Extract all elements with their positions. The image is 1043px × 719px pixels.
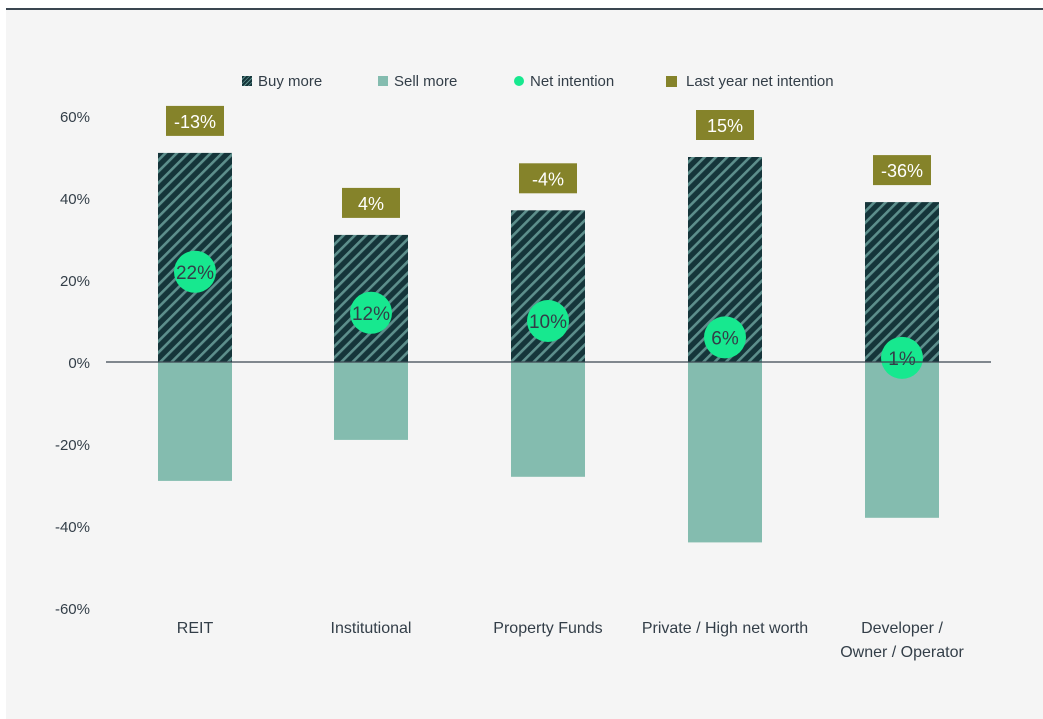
bar-sell-more [511,362,585,477]
x-tick-label: Institutional [331,620,412,637]
y-tick-label: -40% [55,519,90,536]
x-tick-label: Private / High net worth [642,620,808,637]
last-year-marker [342,187,400,218]
y-tick-label: 20% [60,273,90,290]
last-year-marker [873,155,931,186]
legend-buy-more: Buy more [242,72,322,90]
x-tick-label: Owner / Operator [840,644,964,661]
bar-sell-more [688,362,762,543]
bar-sell-more [158,362,232,481]
last-year-label: -36% [881,161,923,181]
last-year-label: -13% [174,112,216,132]
legend-net-swatch-icon [514,76,524,86]
bar-sell-more [334,362,408,440]
legend-sell-swatch-icon [378,76,388,86]
x-tick-label: Developer / [861,620,943,637]
net-intention-marker [350,291,392,334]
net-intention-label: 22% [176,263,214,284]
bar-buy-more [865,202,939,362]
legend-buy-label: Buy more [258,72,323,90]
legend-last-year-swatch-icon [666,75,677,87]
last-year-marker [166,105,224,136]
net-intention-label: 1% [888,349,916,370]
x-tick-label: Property Funds [493,620,602,637]
net-intention-label: 12% [352,304,390,325]
last-year-label: -4% [532,169,564,189]
y-tick-label: -20% [55,437,90,454]
legend-sell-more: Sell more [378,72,457,90]
y-tick-label: -60% [55,601,90,618]
net-intention-label: 10% [529,312,567,333]
net-intention-marker [704,316,746,359]
net-intention-marker [881,336,923,379]
legend-net-label: Net intention [530,72,615,90]
bar-sell-more [865,362,939,518]
last-year-label: 15% [707,116,743,136]
legend-last-year-label: Last year net intention [686,72,834,90]
last-year-label: 4% [358,194,384,214]
x-tick-label: REIT [177,620,214,637]
net-intention-label: 6% [711,328,739,349]
legend-last-year: Last year net intention [666,72,834,90]
y-tick-label: 0% [68,355,90,372]
legend-net-intention: Net intention [514,72,614,90]
net-intention-marker [174,250,216,293]
legend-buy-swatch-icon [242,76,252,86]
y-tick-label: 40% [60,191,90,208]
net-intention-marker [527,300,569,342]
last-year-marker [519,163,577,194]
legend-sell-label: Sell more [394,72,458,90]
last-year-marker [696,110,754,140]
y-tick-label: 60% [60,109,90,126]
